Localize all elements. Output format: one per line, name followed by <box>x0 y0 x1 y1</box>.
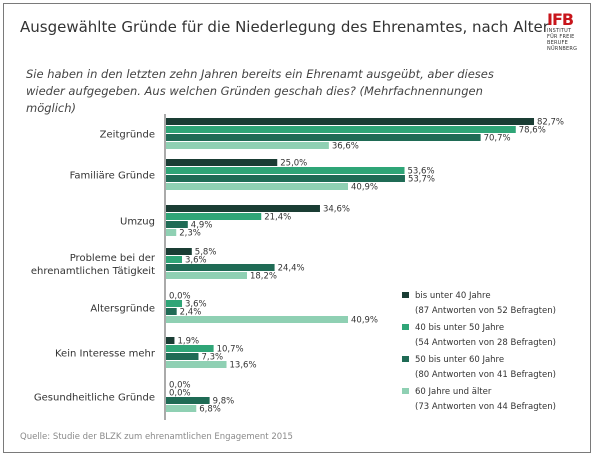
value-label: 2,4% <box>180 308 202 318</box>
ifb-logo: IFB INSTITUT FÜR FREIE BERUFE NÜRNBERG <box>547 12 581 68</box>
value-label: 25,0% <box>280 159 307 169</box>
bar <box>166 345 214 352</box>
legend-swatch <box>402 356 409 362</box>
bar <box>166 167 405 174</box>
bar <box>166 248 192 255</box>
bar <box>166 159 278 166</box>
legend-note: (87 Antworten von 52 Befragten) <box>415 306 556 316</box>
bar <box>166 256 183 263</box>
value-label: 4,9% <box>191 221 213 231</box>
category-label: Kein Interesse mehr <box>55 349 156 360</box>
value-label: 82,7% <box>537 118 564 128</box>
bar <box>166 353 199 360</box>
legend-note: (54 Antworten von 28 Befragten) <box>415 338 556 348</box>
bar <box>166 175 405 182</box>
legend-note: (80 Antworten von 41 Befragten) <box>415 370 556 380</box>
logo-line-2: FÜR FREIE <box>547 34 575 40</box>
value-label: 53,6% <box>408 167 435 177</box>
source-note: Quelle: Studie der BLZK zum ehrenamtlich… <box>20 432 293 442</box>
bar <box>166 361 227 368</box>
value-label: 6,8% <box>199 405 221 415</box>
bar <box>166 300 183 307</box>
value-label: 18,2% <box>250 272 277 282</box>
value-label: 40,9% <box>351 316 378 326</box>
value-label: 34,6% <box>323 205 350 215</box>
value-label: 9,8% <box>213 397 235 407</box>
bar <box>166 308 177 315</box>
category-label: Probleme bei der ehrenamtlichen Tätigkeit <box>31 253 156 277</box>
bar <box>166 397 210 404</box>
value-label: 13,6% <box>230 361 257 371</box>
value-label: 53,7% <box>408 175 435 185</box>
value-label: 7,3% <box>201 353 223 363</box>
logo-line-3: BERUFE <box>547 40 568 46</box>
bar <box>166 229 177 236</box>
chart-title: Ausgewählte Gründe für die Niederlegung … <box>20 18 549 36</box>
category-label: Zeitgründe <box>100 130 155 141</box>
value-label: 3,6% <box>185 256 207 266</box>
bar <box>166 337 175 344</box>
bar <box>166 126 516 133</box>
value-label: 78,6% <box>519 126 546 136</box>
bar <box>166 264 275 271</box>
value-label: 1,9% <box>177 337 199 347</box>
value-label: 0,0% <box>169 389 191 399</box>
legend-swatch <box>402 292 409 298</box>
value-label: 36,6% <box>332 142 359 152</box>
ifb-logo-mark: IFB <box>547 10 574 29</box>
legend-swatch <box>402 388 409 394</box>
value-label: 5,8% <box>195 248 217 258</box>
legend-label: 40 bis unter 50 Jahre <box>415 323 504 333</box>
value-label: 10,7% <box>217 345 244 355</box>
bar <box>166 316 349 323</box>
bar <box>166 118 535 125</box>
bar-chart: Zeitgründe 82,7%78,6% 70,7% 36,6% Familiäre … <box>31 114 564 420</box>
category-label: Umzug <box>120 217 155 228</box>
value-label: 0,0% <box>169 292 191 302</box>
category-label: Gesundheitliche Gründe <box>34 393 155 404</box>
chart-subtitle: Sie haben in den letzten zehn Jahren ber… <box>26 67 494 115</box>
bar <box>166 183 349 190</box>
value-label: 70,7% <box>484 134 511 144</box>
value-label: 40,9% <box>351 183 378 193</box>
bar <box>166 134 481 141</box>
bar <box>166 405 197 412</box>
value-label: 3,6% <box>185 300 207 310</box>
bar <box>166 213 262 220</box>
value-label: 2,3% <box>179 229 201 239</box>
category-label: Familiäre Gründe <box>70 171 155 182</box>
legend-note: (73 Antworten von 44 Befragten) <box>415 402 556 412</box>
bar <box>166 142 329 149</box>
legend-label: bis unter 40 Jahre <box>415 291 491 301</box>
value-label: 24,4% <box>278 264 305 274</box>
value-label: 21,4% <box>264 213 291 223</box>
logo-line-1: INSTITUT <box>547 28 572 34</box>
chart-frame: Ausgewählte Gründe für die Niederlegung … <box>3 3 591 453</box>
logo-line-4: NÜRNBERG <box>547 46 578 52</box>
legend-label: 60 Jahre und älter <box>415 387 492 397</box>
legend-label: 50 bis unter 60 Jahre <box>415 355 504 365</box>
bar <box>166 221 188 228</box>
category-label: Altersgründe <box>90 304 155 315</box>
bar <box>166 272 247 279</box>
value-label: 0,0% <box>169 381 191 391</box>
legend-swatch <box>402 324 409 330</box>
bar <box>166 205 320 212</box>
